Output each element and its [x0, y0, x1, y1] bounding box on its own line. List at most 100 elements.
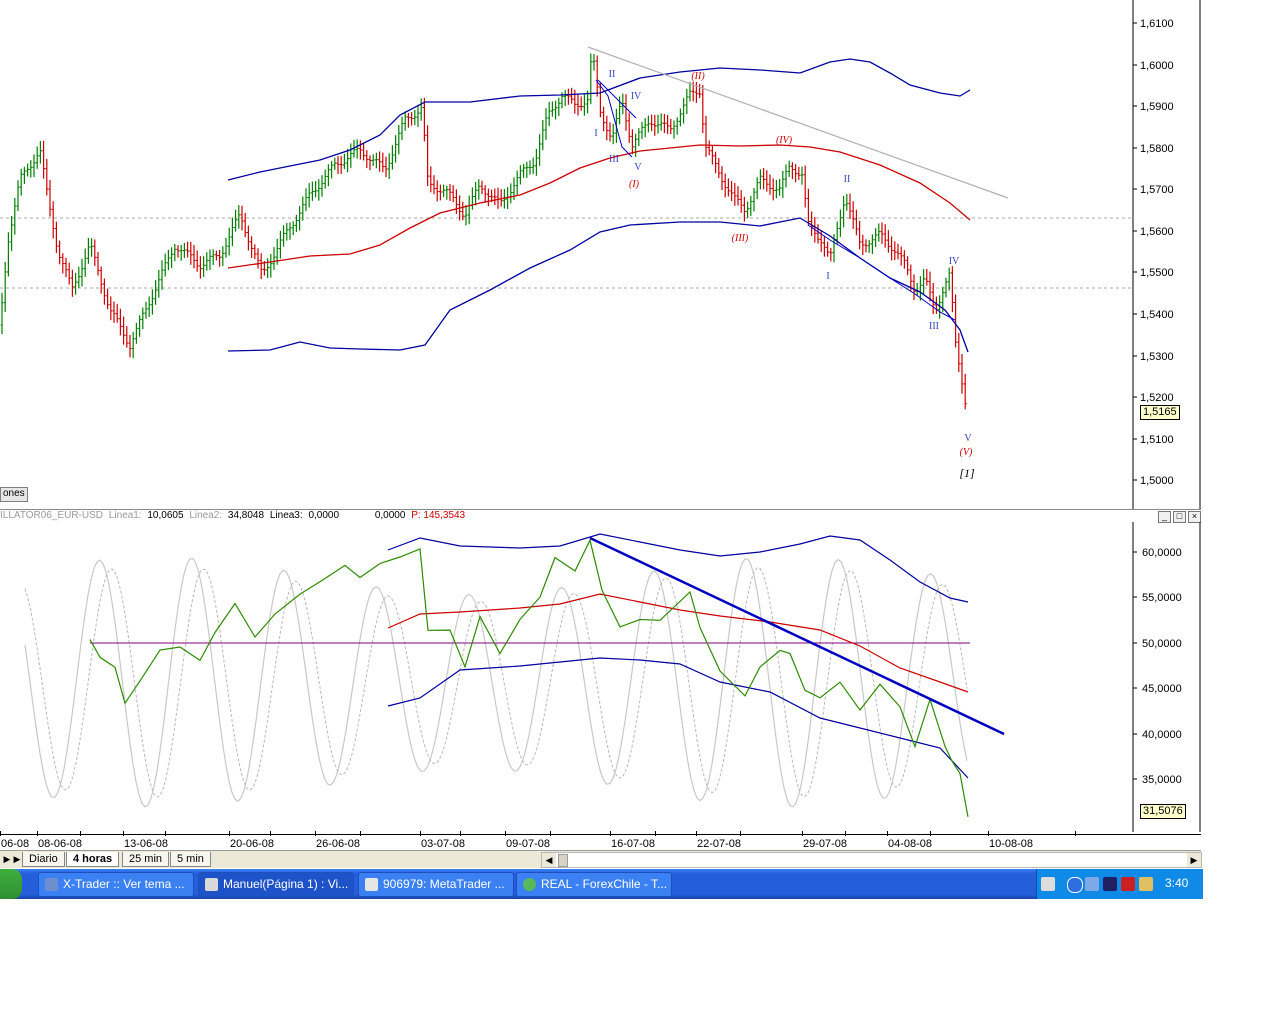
wave-label: I: [826, 271, 829, 282]
taskbar-item-forexchile[interactable]: REAL - ForexChile - T...: [516, 872, 672, 897]
wave-label: IV: [631, 91, 642, 102]
date-label: 22-07-08: [697, 838, 742, 850]
oscillator-main-line: [89, 538, 969, 818]
lower-band-line: [227, 217, 969, 353]
date-tick-mark: [123, 831, 124, 836]
antivirus-icon[interactable]: [1121, 877, 1135, 891]
date-minor-tick: [740, 831, 741, 836]
oscillator-trendline[interactable]: [589, 536, 1005, 736]
extra-value: 0,0000: [374, 510, 406, 521]
date-minor-tick: [360, 831, 361, 836]
horizontal-scrollbar[interactable]: ◀ ▶: [541, 852, 1202, 868]
trendline[interactable]: [587, 46, 1009, 199]
wave-label: [1]: [959, 466, 975, 480]
oscillator-tick-label: 55,0000: [1142, 592, 1182, 604]
wave-count-line[interactable]: [595, 79, 633, 158]
price-tick-label: 1,5300: [1140, 351, 1174, 363]
date-minor-tick: [1075, 831, 1076, 836]
side-tab[interactable]: ones: [0, 487, 28, 502]
line3-value: 0,0000: [308, 510, 340, 521]
oscillator-mid-band: [387, 593, 969, 693]
date-tick-mark: [802, 831, 803, 836]
monitor-icon[interactable]: [1103, 877, 1117, 891]
maximize-icon[interactable]: □: [1173, 511, 1186, 523]
date-label: 04-08-08: [888, 838, 933, 850]
scroll-right-icon[interactable]: ▶: [1187, 853, 1201, 867]
oscillator-chart[interactable]: 60,0000 55,0000 50,0000 45,0000 40,0000 35,00…: [0, 522, 1201, 832]
price-tick-label: 1,5600: [1140, 226, 1174, 238]
date-label: 09-07-08: [506, 838, 551, 850]
wave-count-line[interactable]: [807, 224, 956, 321]
pane-separator[interactable]: [0, 509, 1201, 510]
start-button[interactable]: [0, 869, 22, 899]
close-icon[interactable]: ×: [1188, 511, 1201, 523]
next-tab-icon[interactable]: ▶: [13, 854, 21, 864]
wave-label: (I): [629, 179, 640, 190]
network-icon[interactable]: [1085, 877, 1099, 891]
date-minor-tick: [80, 831, 81, 836]
taskbar-item-label: REAL - ForexChile - T...: [541, 877, 668, 891]
wave-label: IV: [949, 256, 960, 267]
date-tick-mark: [315, 831, 316, 836]
indicator-name: ILLATOR06_EUR-USD: [0, 510, 103, 521]
scroll-left-icon[interactable]: ◀: [542, 853, 556, 867]
taskbar-item-label: 906979: MetaTrader ...: [383, 877, 505, 891]
middle-band-line: [227, 144, 971, 269]
fast-oscillator-line: [24, 558, 968, 808]
price-tick-label: 1,6000: [1140, 60, 1174, 72]
indicator-header: ILLATOR06_EUR-USD Linea1: 10,0605 Linea2…: [0, 510, 468, 522]
minimize-icon[interactable]: _: [1158, 511, 1171, 523]
first-tab-icon[interactable]: ▶: [3, 854, 11, 864]
date-label: 03-07-08: [421, 838, 466, 850]
metatrader-icon: [365, 878, 378, 891]
scroll-thumb[interactable]: [558, 854, 568, 867]
date-minor-tick: [165, 831, 166, 836]
price-chart[interactable]: 1,6100 1,6000 1,5900 1,5800 1,5700 1,5600 1,55…: [0, 0, 1201, 509]
wave-label: II: [844, 174, 851, 185]
oscillator-tick-label: 50,0000: [1142, 638, 1182, 650]
keyboard-icon[interactable]: [1041, 877, 1055, 891]
date-axis: 06-08 08-06-08 13-06-08 20-06-08 26-06-08 03-…: [0, 831, 1201, 851]
date-tick-mark: [610, 831, 611, 836]
date-label: 20-06-08: [230, 838, 275, 850]
date-label: 08-06-08: [38, 838, 83, 850]
tab-4-horas[interactable]: 4 horas: [66, 852, 120, 867]
browser-icon: [45, 878, 58, 891]
wave-label: (V): [960, 447, 973, 458]
taskbar-item-manuel[interactable]: Manuel(Página 1) : Vi...: [198, 872, 354, 897]
price-tick-label: 1,5900: [1140, 101, 1174, 113]
date-label: 13-06-08: [124, 838, 169, 850]
tab-25-min[interactable]: 25 min: [122, 852, 170, 867]
date-label: 26-06-08: [316, 838, 361, 850]
wave-label: V: [964, 433, 972, 444]
date-tick-mark: [505, 831, 506, 836]
price-tick-label: 1,5800: [1140, 143, 1174, 155]
system-tray: 3:40: [1036, 869, 1203, 899]
taskbar-item-label: Manuel(Página 1) : Vi...: [223, 877, 349, 891]
date-tick-mark: [0, 831, 1, 836]
viewer-icon: [205, 878, 218, 891]
date-minor-tick: [845, 831, 846, 836]
price-tick-label: 1,5400: [1140, 309, 1174, 321]
date-minor-tick: [270, 831, 271, 836]
wave-label: II: [609, 69, 616, 80]
p-value: P: 145,3543: [411, 510, 466, 521]
oscillator-axis: 60,0000 55,0000 50,0000 45,0000 40,0000 35,00…: [1133, 547, 1182, 786]
taskbar: X-Trader :: Ver tema ... Manuel(Página 1…: [0, 869, 1203, 899]
price-tick-label: 1,5200: [1140, 392, 1174, 404]
tab-5-min[interactable]: 5 min: [170, 852, 211, 867]
taskbar-item-xtrader[interactable]: X-Trader :: Ver tema ...: [38, 872, 194, 897]
wave-count-line[interactable]: [597, 79, 637, 119]
chevron-left-icon[interactable]: [1067, 877, 1083, 893]
wave-label: (III): [732, 233, 749, 244]
messenger-icon[interactable]: [1139, 877, 1153, 891]
date-minor-tick: [655, 831, 656, 836]
date-tick-mark: [229, 831, 230, 836]
oscillator-tick-label: 40,0000: [1142, 729, 1182, 741]
taskbar-item-label: X-Trader :: Ver tema ...: [63, 877, 185, 891]
date-minor-tick: [930, 831, 931, 836]
date-tick-mark: [696, 831, 697, 836]
taskbar-item-metatrader[interactable]: 906979: MetaTrader ...: [358, 872, 514, 897]
pane-window-controls: _ □ ×: [1158, 511, 1201, 523]
tab-diario[interactable]: Diario: [22, 852, 65, 867]
